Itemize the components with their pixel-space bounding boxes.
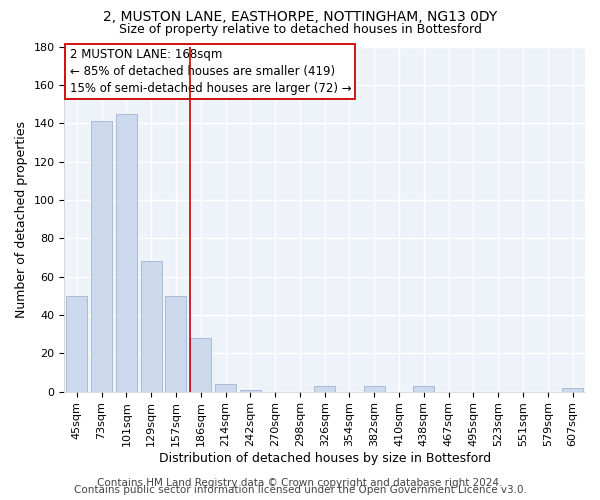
X-axis label: Distribution of detached houses by size in Bottesford: Distribution of detached houses by size … xyxy=(158,452,491,465)
Bar xyxy=(66,296,88,392)
Bar xyxy=(166,296,187,392)
Bar xyxy=(562,388,583,392)
Bar xyxy=(215,384,236,392)
Bar xyxy=(240,390,261,392)
Text: 2 MUSTON LANE: 168sqm
← 85% of detached houses are smaller (419)
15% of semi-det: 2 MUSTON LANE: 168sqm ← 85% of detached … xyxy=(70,48,351,95)
Bar xyxy=(413,386,434,392)
Text: Size of property relative to detached houses in Bottesford: Size of property relative to detached ho… xyxy=(119,22,481,36)
Bar xyxy=(364,386,385,392)
Bar xyxy=(314,386,335,392)
Text: 2, MUSTON LANE, EASTHORPE, NOTTINGHAM, NG13 0DY: 2, MUSTON LANE, EASTHORPE, NOTTINGHAM, N… xyxy=(103,10,497,24)
Bar xyxy=(190,338,211,392)
Bar xyxy=(116,114,137,392)
Bar xyxy=(91,122,112,392)
Y-axis label: Number of detached properties: Number of detached properties xyxy=(15,120,28,318)
Bar xyxy=(140,261,162,392)
Text: Contains HM Land Registry data © Crown copyright and database right 2024.: Contains HM Land Registry data © Crown c… xyxy=(97,478,503,488)
Text: Contains public sector information licensed under the Open Government Licence v3: Contains public sector information licen… xyxy=(74,485,526,495)
